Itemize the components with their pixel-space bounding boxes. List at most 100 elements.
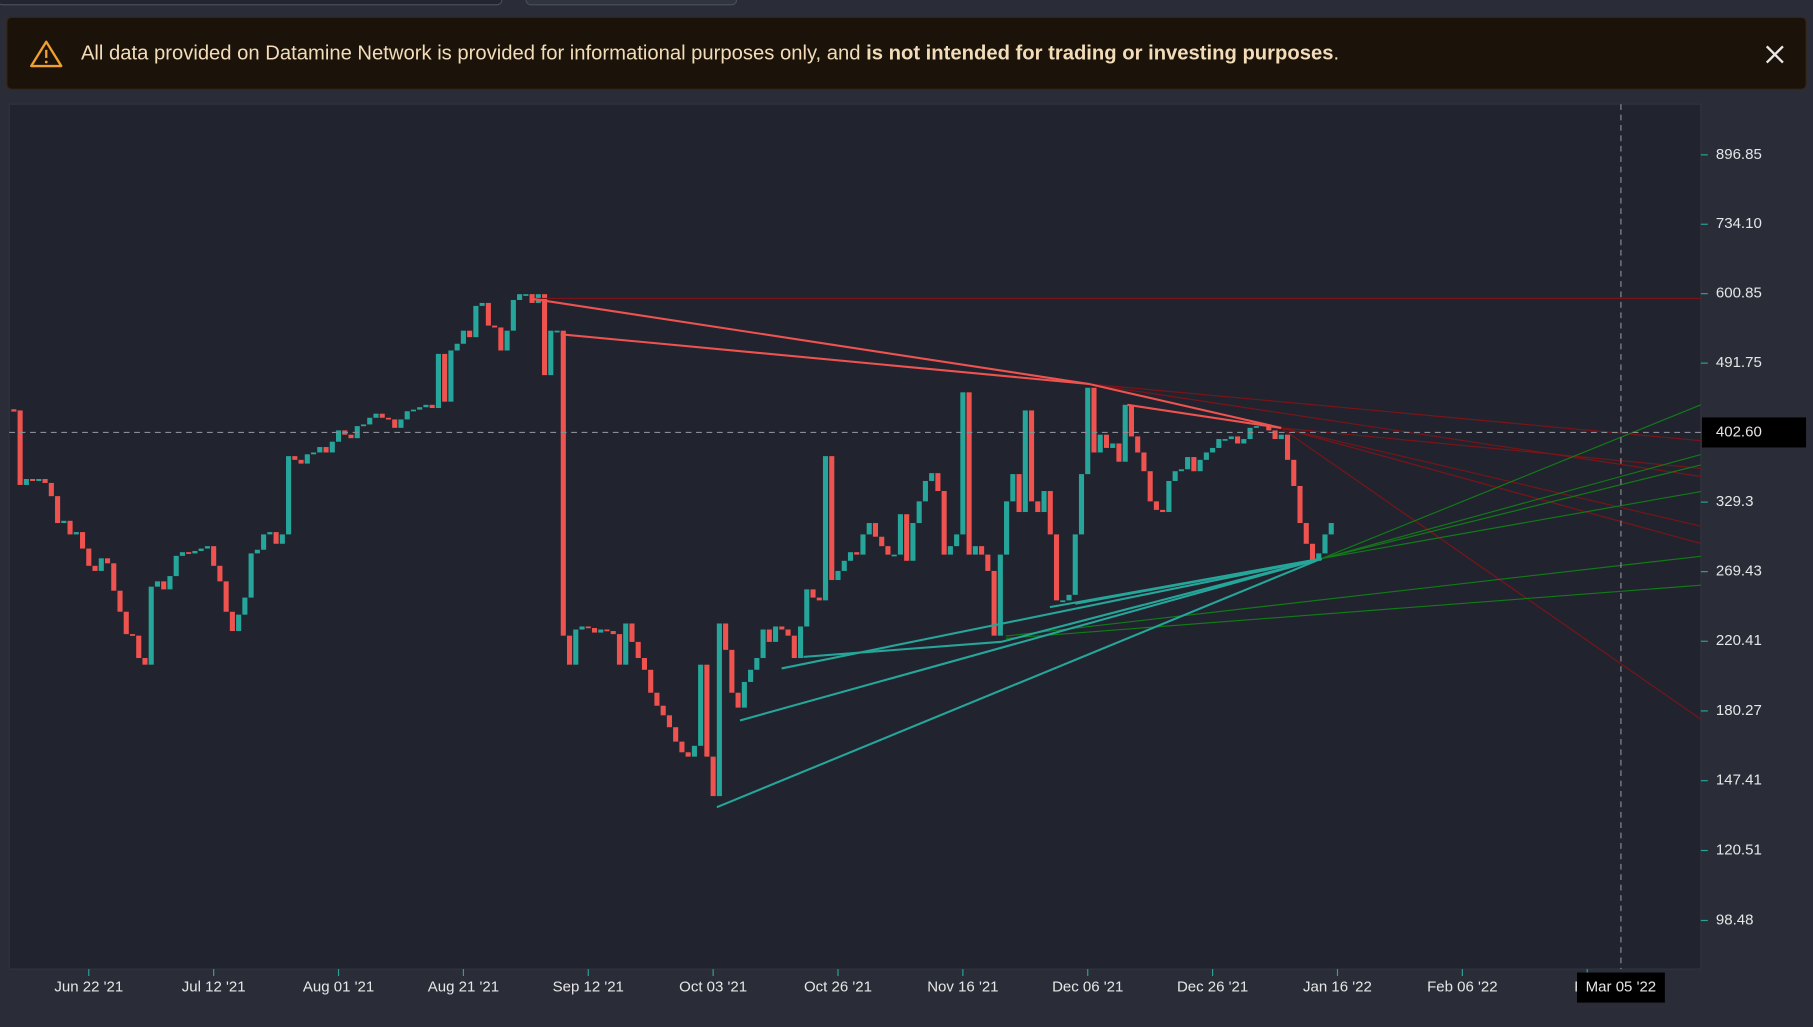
y-tick-label: 180.27	[1716, 702, 1762, 719]
candle	[523, 294, 529, 296]
candle	[67, 520, 73, 535]
candle	[261, 534, 267, 550]
candle	[286, 456, 292, 535]
candle	[954, 534, 960, 547]
x-tick-label: Oct 03 '21	[679, 979, 747, 996]
candle	[585, 626, 591, 629]
search-box[interactable]	[0, 0, 503, 6]
axes: 896.85 734.10 600.85 491.75 329.3 269.43 220.4…	[9, 104, 1807, 1003]
candle	[1291, 459, 1297, 486]
candle	[460, 330, 466, 344]
candle	[92, 565, 98, 571]
candle	[1103, 434, 1110, 448]
candle	[1235, 436, 1241, 444]
candle	[810, 589, 816, 598]
candle	[417, 407, 423, 410]
candle	[367, 417, 373, 425]
candle	[542, 294, 548, 376]
candle	[1110, 443, 1116, 448]
candle	[498, 327, 504, 351]
candle	[654, 692, 660, 706]
candle	[548, 330, 554, 376]
candle	[1016, 474, 1022, 513]
y-tick-label: 269.43	[1716, 563, 1762, 580]
y-tick-label: 734.10	[1716, 215, 1762, 232]
candle	[1210, 447, 1216, 453]
candle	[17, 410, 23, 485]
close-button[interactable]	[1765, 45, 1784, 64]
candle	[223, 581, 229, 612]
y-tick-label: 329.3	[1716, 493, 1754, 510]
candle	[504, 330, 510, 351]
candle	[679, 741, 685, 753]
x-tick-label: Oct 26 '21	[804, 979, 872, 996]
candle	[42, 478, 48, 483]
candle	[36, 478, 42, 481]
candle	[1172, 471, 1178, 481]
candle	[348, 434, 354, 439]
x-tick-label: Dec 26 '21	[1177, 979, 1248, 996]
candle	[1322, 534, 1328, 554]
candle	[1185, 457, 1191, 470]
candle	[1222, 439, 1228, 441]
y-tick-label: 220.41	[1716, 632, 1762, 649]
candle	[323, 447, 329, 453]
candle	[473, 305, 479, 338]
candle	[1253, 426, 1259, 428]
candle	[1328, 523, 1334, 535]
candle	[236, 614, 242, 632]
candle	[373, 413, 379, 418]
candle	[704, 664, 710, 757]
candle	[385, 417, 392, 420]
candle	[1153, 501, 1159, 510]
candle	[198, 548, 204, 551]
candle	[723, 623, 729, 650]
candle	[922, 480, 928, 502]
candle	[635, 641, 641, 659]
candle	[98, 558, 104, 571]
candle	[161, 581, 167, 590]
candle	[1241, 439, 1247, 444]
candle	[1297, 485, 1303, 524]
candle	[579, 626, 585, 630]
candle	[311, 452, 317, 455]
candle	[1309, 543, 1316, 561]
candle	[1191, 457, 1197, 472]
candle	[560, 330, 566, 636]
candle	[492, 325, 498, 328]
x-tick-label: Aug 01 '21	[303, 979, 374, 996]
candle	[360, 424, 367, 427]
candle	[517, 294, 523, 300]
x-tick-label: Sep 12 '21	[553, 979, 624, 996]
candle	[1303, 523, 1309, 544]
candle	[935, 473, 941, 492]
candle	[86, 548, 92, 566]
candle	[816, 597, 822, 601]
candle	[710, 756, 716, 797]
candle	[1197, 459, 1203, 472]
candle	[991, 570, 997, 636]
candle	[167, 576, 173, 590]
candle	[510, 299, 516, 331]
candle	[754, 658, 760, 670]
candle	[192, 550, 198, 554]
crosshair-price-label: 402.60	[1716, 423, 1762, 440]
toggle-group[interactable]	[525, 0, 738, 6]
candle	[866, 523, 872, 535]
candle	[117, 590, 123, 612]
crosshair-price-box	[1702, 417, 1807, 448]
candle	[229, 611, 235, 632]
candle	[104, 558, 111, 564]
candle	[1135, 436, 1141, 453]
candle	[897, 514, 903, 555]
candle	[479, 302, 485, 306]
y-tick-label: 896.85	[1716, 146, 1762, 163]
crosshair-date-label: Mar 05 '22	[1586, 979, 1656, 996]
candle	[1116, 443, 1122, 462]
candle	[566, 635, 573, 665]
x-tick-label: Aug 21 '21	[428, 979, 499, 996]
candle	[392, 419, 398, 428]
candle	[173, 555, 179, 577]
candle	[860, 534, 866, 555]
candle	[1122, 404, 1128, 462]
